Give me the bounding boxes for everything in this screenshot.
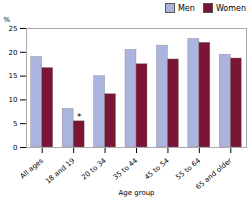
svg-text:15: 15 (9, 72, 18, 80)
svg-text:45 to 54: 45 to 54 (143, 156, 171, 181)
svg-text:10: 10 (9, 96, 18, 104)
svg-text:35 to 44: 35 to 44 (112, 156, 140, 181)
svg-text:0: 0 (13, 144, 17, 152)
html-text:Men: Men (178, 3, 195, 13)
svg-text:All ages: All ages (19, 156, 46, 180)
svg-text:25: 25 (9, 25, 18, 33)
svg-text:Age group: Age group (118, 189, 155, 197)
svg-text:65 and older: 65 and older (194, 157, 233, 192)
svg-text:20 to 34: 20 to 34 (80, 156, 108, 181)
svg-text:18 and 19: 18 and 19 (44, 157, 76, 186)
svg-text:55 to 64: 55 to 64 (174, 156, 202, 181)
svg-text:*: * (77, 112, 82, 122)
html-text:Women: Women (215, 3, 246, 13)
svg-text:20: 20 (9, 49, 18, 57)
svg-text:%: % (4, 16, 11, 24)
svg-text:5: 5 (13, 120, 17, 128)
